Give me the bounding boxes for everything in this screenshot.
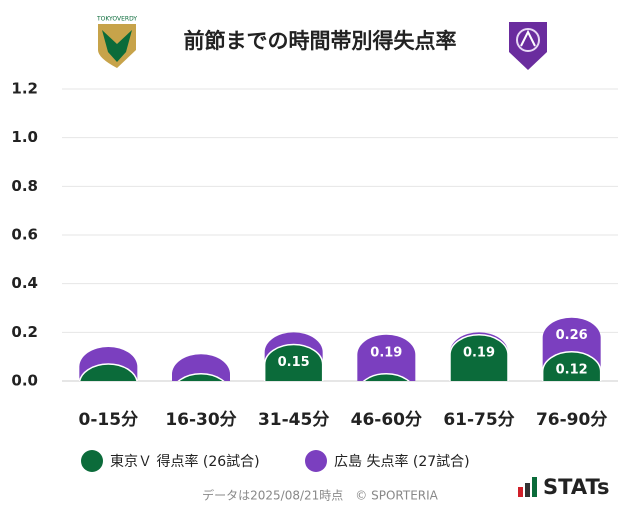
x-tick-label: 46-60分	[351, 410, 422, 430]
legend-swatch	[81, 450, 103, 472]
chart-title: 前節までの時間帯別得失点率	[184, 29, 457, 53]
footer: データは2025/08/21時点 © SPORTERIA	[202, 488, 439, 503]
bar	[177, 373, 225, 381]
home-logo-text: TOKYOVERDY	[96, 16, 137, 23]
x-tick-label: 0-15分	[79, 410, 139, 430]
bar	[172, 354, 230, 381]
bar	[449, 334, 509, 381]
y-tick-label: 0.0	[11, 372, 38, 390]
bar	[357, 334, 416, 381]
bar	[78, 363, 138, 381]
y-tick-label: 0.2	[11, 323, 38, 341]
away-logo	[509, 22, 547, 70]
data-label: 0.15	[278, 355, 310, 370]
x-tick-label: 31-45分	[258, 410, 329, 430]
bar	[362, 373, 410, 381]
x-tick-label: 76-90分	[536, 410, 607, 430]
home-logo: TOKYOVERDY	[96, 16, 137, 68]
legend-swatch	[305, 450, 327, 472]
x-tick-label: 61-75分	[443, 410, 514, 430]
x-tick-label: 16-30分	[165, 410, 236, 430]
data-label: 0.19	[370, 345, 402, 360]
data-label: 0.12	[556, 362, 588, 377]
bar	[263, 343, 324, 381]
bars	[78, 317, 602, 381]
data-label: 0.26	[556, 328, 588, 343]
legend-label: 広島 失点率 (27試合)	[334, 453, 470, 470]
y-tick-label: 1.2	[11, 80, 38, 98]
y-tick-label: 0.8	[11, 177, 38, 195]
y-tick-label: 1.0	[11, 128, 38, 146]
bar	[541, 351, 602, 381]
legend-label: 東京Ｖ 得点率 (26試合)	[110, 453, 260, 470]
y-tick-label: 0.4	[11, 274, 38, 292]
brand-logo: STATs	[518, 475, 609, 499]
brand: STATs	[543, 475, 609, 499]
data-label: 0.19	[463, 345, 495, 360]
y-tick-label: 0.6	[11, 226, 38, 244]
